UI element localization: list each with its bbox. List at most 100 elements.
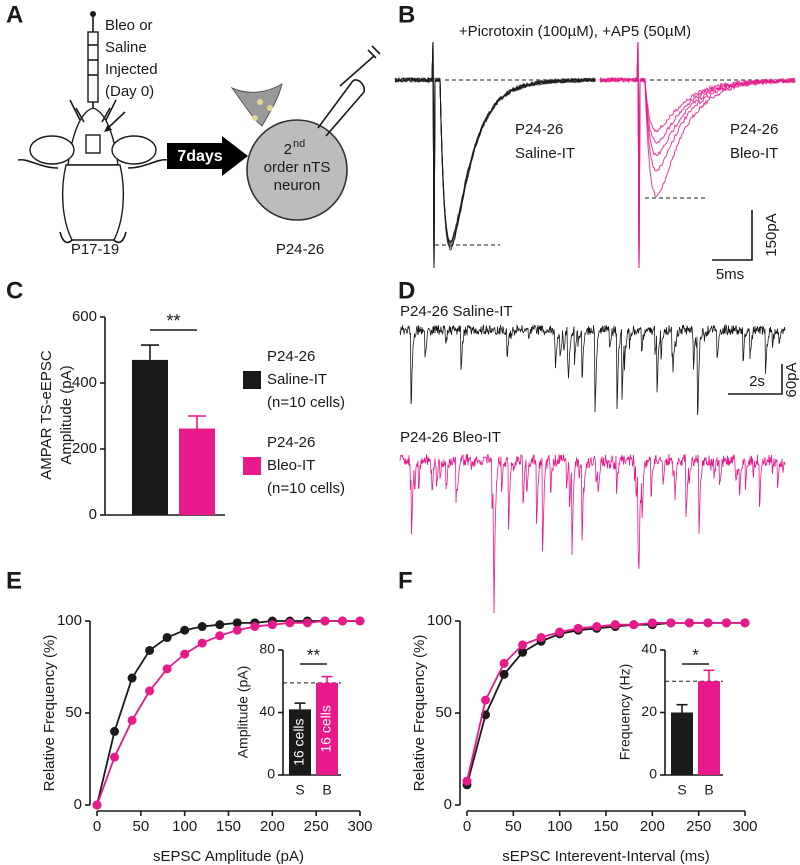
data-point (555, 627, 565, 637)
data-point (721, 618, 731, 628)
injection-label: (Day 0) (105, 83, 154, 100)
trace-label: P24-26 (515, 121, 563, 138)
data-point (647, 618, 657, 628)
y-tick-label: 400 (72, 374, 97, 391)
x-tick-label: 200 (260, 818, 285, 835)
data-point (499, 658, 509, 668)
mouse-diagram (17, 11, 169, 244)
bar (671, 712, 693, 775)
x-tick-label: 200 (640, 818, 665, 835)
bar (698, 681, 720, 775)
injection-label: Injected (105, 61, 158, 78)
data-point (703, 618, 713, 628)
y-tick-label: 200 (72, 440, 97, 457)
data-point (302, 618, 312, 628)
x-tick-label: S (677, 782, 686, 798)
arrow-label: 7days (177, 148, 222, 165)
injection-label: Saline (105, 39, 147, 56)
scale-label: 5ms (716, 266, 744, 283)
x-tick-label: 150 (593, 818, 618, 835)
data-point (180, 649, 190, 659)
data-point (215, 631, 225, 641)
bar (179, 428, 215, 515)
bar (132, 359, 168, 515)
neuron-label: 2 (284, 141, 292, 158)
age-label: P24-26 (276, 241, 324, 258)
data-point (462, 776, 472, 786)
data-point (267, 620, 277, 630)
x-tick-label: 250 (304, 818, 329, 835)
data-point (92, 800, 102, 810)
x-tick-label: 0 (93, 818, 101, 835)
data-point (499, 669, 509, 679)
data-point (180, 625, 190, 635)
data-point (232, 625, 242, 635)
y-axis-label: Amplitude (pA) (58, 365, 75, 464)
panel-label: B (398, 1, 415, 28)
y-tick-label: 600 (72, 308, 97, 325)
data-point (666, 618, 676, 628)
x-tick-label: 250 (686, 818, 711, 835)
data-point (197, 622, 207, 632)
trace-label: P24-26 (730, 121, 778, 138)
data-point (481, 695, 491, 705)
series-line (96, 620, 360, 806)
data-point (127, 673, 137, 683)
data-point (320, 616, 330, 626)
y-tick-label: 80 (259, 641, 275, 657)
legend-swatch (243, 371, 261, 389)
y-tick-label: 20 (641, 703, 657, 719)
neuron-label: neuron (274, 177, 321, 194)
x-tick-label: 50 (132, 818, 149, 835)
trace-label: Saline-IT (515, 145, 575, 162)
series-line (96, 620, 360, 806)
x-tick-label: 50 (505, 818, 522, 835)
y-tick-label: 50 (65, 704, 82, 721)
data-point (629, 620, 639, 630)
spontaneous-trace (399, 453, 786, 614)
scale-bar (728, 364, 783, 395)
legend-label: Bleo-IT (267, 457, 315, 474)
x-axis-label: sEPSC Interevent-Interval (ms) (502, 848, 710, 865)
x-tick-label: B (322, 782, 331, 798)
data-point (110, 752, 120, 762)
trace-label: P24-26 Bleo-IT (400, 429, 501, 446)
y-tick-label: 0 (649, 766, 657, 782)
data-point (536, 633, 546, 643)
y-axis-label: Relative Frequency (%) (41, 635, 58, 792)
data-point (337, 616, 347, 626)
y-tick-label: 0 (74, 796, 82, 813)
spontaneous-trace (399, 323, 786, 416)
y-tick-label: 40 (259, 703, 275, 719)
significance: * (692, 645, 699, 664)
data-point (518, 640, 528, 650)
data-point (145, 686, 155, 696)
bar-label: 16 cells (318, 705, 334, 752)
x-tick-label: S (295, 782, 304, 798)
data-point (610, 620, 620, 630)
legend-label: Saline-IT (267, 371, 327, 388)
data-point (197, 638, 207, 648)
x-tick-label: 100 (547, 818, 572, 835)
y-tick-label: 0 (444, 796, 452, 813)
series-line (466, 621, 745, 782)
data-point (740, 618, 750, 628)
data-point (684, 618, 694, 628)
data-point (355, 616, 365, 626)
data-point (215, 620, 225, 630)
neuron-label: nd (293, 138, 305, 150)
y-tick-label: 0 (89, 506, 97, 523)
panel-label: C (6, 277, 23, 304)
trace-title: +Picrotoxin (100µM), +AP5 (50µM) (459, 23, 691, 40)
data-point (127, 715, 137, 725)
significance: ** (166, 311, 180, 331)
y-axis-label: Frequency (Hz) (617, 664, 633, 760)
neuron-label: order nTS (264, 159, 331, 176)
data-point (250, 622, 260, 632)
data-point (592, 622, 602, 632)
x-axis-label: sEPSC Amplitude (pA) (153, 848, 304, 865)
trace-label: P24-26 Saline-IT (400, 303, 513, 320)
evoked-trace (599, 41, 796, 269)
data-point (285, 618, 295, 628)
x-tick-label: 300 (732, 818, 757, 835)
